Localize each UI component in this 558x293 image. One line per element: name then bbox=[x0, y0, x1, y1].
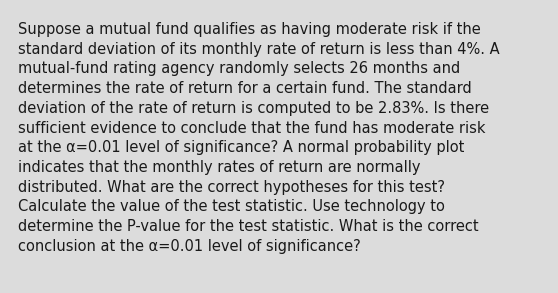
Text: Suppose a mutual fund qualifies as having moderate risk if the: Suppose a mutual fund qualifies as havin… bbox=[18, 22, 481, 37]
Text: deviation of the rate of return is computed to be 2.83​%. Is there: deviation of the rate of return is compu… bbox=[18, 101, 489, 116]
Text: at the α=0.01 level of significance? A normal probability plot: at the α=0.01 level of significance? A n… bbox=[18, 140, 464, 155]
Text: conclusion at the α=0.01 level of significance?: conclusion at the α=0.01 level of signif… bbox=[18, 239, 361, 254]
Text: standard deviation of its monthly rate of return is less than 4​%. A: standard deviation of its monthly rate o… bbox=[18, 42, 499, 57]
Text: determines the rate of return for a certain fund. The standard: determines the rate of return for a cert… bbox=[18, 81, 472, 96]
Text: distributed. What are the correct hypotheses for this test?: distributed. What are the correct hypoth… bbox=[18, 180, 445, 195]
Text: determine the P-value for the test statistic. What is the correct: determine the P-value for the test stati… bbox=[18, 219, 479, 234]
Text: sufficient evidence to conclude that the fund has moderate risk: sufficient evidence to conclude that the… bbox=[18, 120, 485, 135]
Text: indicates that the monthly rates of return are normally: indicates that the monthly rates of retu… bbox=[18, 160, 421, 175]
Text: Calculate the value of the test statistic. Use technology to: Calculate the value of the test statisti… bbox=[18, 199, 445, 214]
Text: mutual-fund rating agency randomly selects 26 months and: mutual-fund rating agency randomly selec… bbox=[18, 62, 460, 76]
